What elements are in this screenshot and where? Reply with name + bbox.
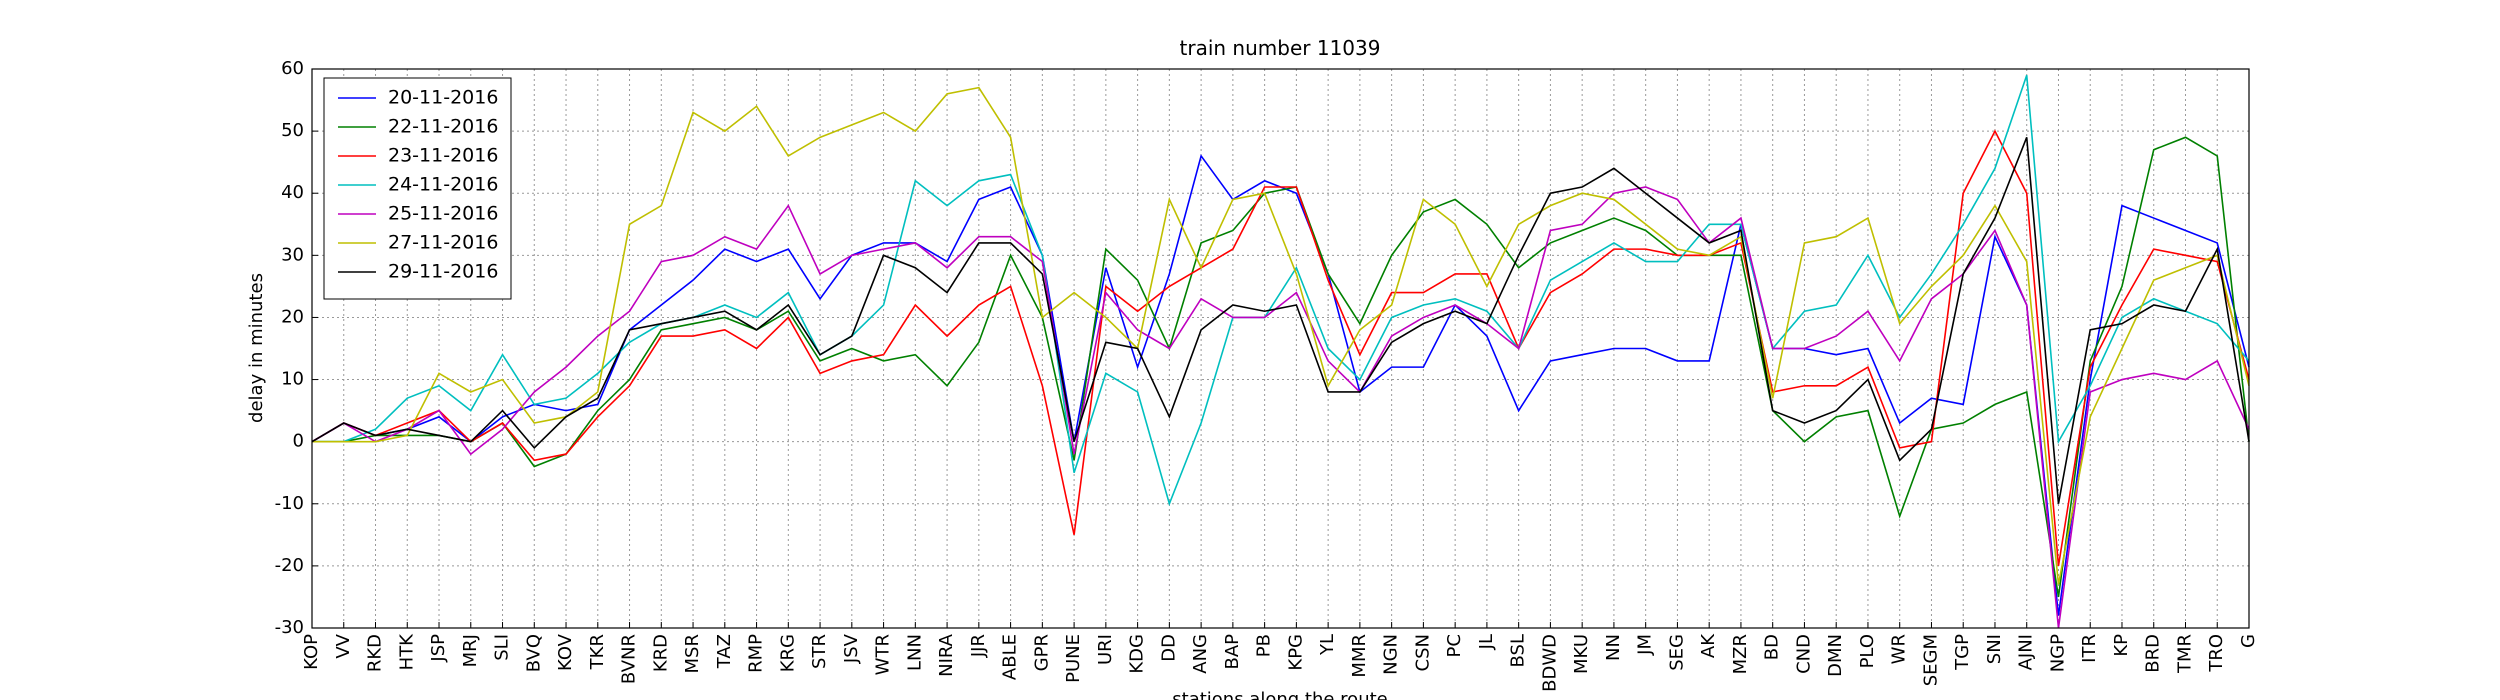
- legend-label: 29-11-2016: [388, 261, 498, 283]
- x-tick-label: DD: [1158, 634, 1179, 662]
- x-tick-label: AK: [1698, 633, 1719, 658]
- x-tick-label: MMR: [1349, 634, 1370, 678]
- series-line: [311, 186, 2250, 629]
- x-tick-label: BAP: [1222, 634, 1243, 670]
- y-axis-label: delay in minutes: [246, 273, 267, 423]
- x-tick-label: KRD: [650, 634, 671, 672]
- legend-box: [323, 77, 512, 300]
- x-tick-label: TRO: [2206, 634, 2227, 673]
- x-tick-label: SEG: [1666, 634, 1687, 671]
- legend: 20-11-2016 22-11-2016 23-11-2016 24-11-2016…: [323, 77, 512, 300]
- y-tick-label: 0: [293, 431, 304, 452]
- legend-label: 23-11-2016: [388, 145, 498, 167]
- x-tick-label: MRJ: [460, 634, 481, 667]
- x-tick-label: VV: [333, 633, 354, 658]
- x-tick-label: TMR: [2174, 634, 2195, 674]
- x-tick-label: ABLE: [1000, 634, 1021, 680]
- x-tick-label: RKD: [365, 634, 386, 672]
- x-tick-label: MSR: [682, 634, 703, 673]
- x-tick-label: STR: [809, 634, 830, 669]
- legend-label: 27-11-2016: [388, 232, 498, 254]
- y-tick-label: -10: [275, 493, 304, 514]
- series-line: [311, 137, 2250, 504]
- x-tick-label: TAZ: [714, 634, 735, 669]
- legend-label: 24-11-2016: [388, 174, 498, 196]
- x-tick-label: NGP: [2047, 634, 2068, 672]
- x-tick-label: URI: [1095, 634, 1116, 665]
- x-tick-label: JJR: [968, 634, 989, 658]
- y-tick-label: -20: [275, 555, 304, 576]
- x-tick-label: JL: [1476, 634, 1497, 650]
- x-tick-label: HTK: [396, 633, 417, 671]
- y-tick-label: 30: [281, 244, 304, 265]
- x-tick-label: NIRA: [936, 633, 957, 677]
- x-tick-label: ITR: [2079, 634, 2100, 663]
- x-tick-label: PUNE: [1063, 634, 1084, 683]
- x-tick-label: KRG: [777, 634, 798, 672]
- x-tick-label: BVQ: [523, 634, 544, 672]
- x-tick-label: LNN: [904, 634, 925, 671]
- x-tick-label: MZR: [1730, 634, 1751, 674]
- series-line: [312, 86, 2250, 585]
- x-tick-label: RMP: [746, 634, 767, 673]
- x-tick-label: PLO: [1857, 634, 1878, 668]
- x-tick-label: PC: [1444, 634, 1465, 657]
- x-axis-label: stations along the route: [1172, 689, 1387, 700]
- y-tick-label: 40: [281, 182, 304, 203]
- legend-label: 25-11-2016: [388, 203, 498, 225]
- y-tick-label: 60: [281, 58, 304, 79]
- x-tick-label: KOP: [301, 634, 322, 670]
- x-tick-label: WTR: [873, 634, 894, 675]
- x-tick-label: BD: [1762, 634, 1783, 660]
- x-tick-label: CSN: [1412, 634, 1433, 671]
- series-line: [312, 74, 2250, 507]
- x-tick-label: PB: [1254, 634, 1275, 657]
- y-tick-label: 20: [281, 306, 304, 327]
- x-tick-label: AJNI: [2016, 634, 2037, 670]
- x-tick-label: SLI: [492, 634, 513, 661]
- x-tick-label: CND: [1793, 634, 1814, 674]
- x-tick-label: KOV: [555, 633, 576, 671]
- chart-title: train number 11039: [1180, 36, 1381, 60]
- y-tick-label: 10: [281, 369, 304, 390]
- x-tick-label: G: [2238, 634, 2259, 648]
- x-tick-label: JSP: [428, 634, 449, 663]
- x-tick-label: KP: [2111, 634, 2132, 657]
- x-tick-label: KDG: [1127, 634, 1148, 674]
- x-tick-label: TGP: [1952, 634, 1973, 671]
- x-tick-label: NGN: [1381, 634, 1402, 675]
- x-tick-label: BDWD: [1539, 634, 1560, 692]
- x-tick-label: SNI: [1984, 634, 2005, 664]
- x-tick-label: BRD: [2143, 634, 2164, 673]
- x-tick-label: BVNR: [619, 634, 640, 684]
- legend-label: 22-11-2016: [388, 116, 498, 138]
- plot-frame: [311, 68, 2250, 629]
- x-tick-label: JSV: [841, 633, 862, 664]
- x-tick-label: MKU: [1571, 634, 1592, 674]
- x-tick-label: WR: [1889, 634, 1910, 664]
- x-tick-label: KPG: [1285, 634, 1306, 671]
- y-tick-label: 50: [281, 120, 304, 141]
- series-line: [311, 129, 2250, 567]
- x-tick-label: JM: [1635, 634, 1656, 656]
- x-tick-label: TKR: [587, 634, 608, 670]
- x-tick-label: NN: [1603, 634, 1624, 661]
- legend-label: 20-11-2016: [388, 87, 498, 109]
- x-tick-label: YL: [1317, 634, 1338, 656]
- x-tick-label: BSL: [1508, 634, 1529, 668]
- x-tick-label: SEGM: [1920, 634, 1941, 686]
- x-tick-label: DMN: [1825, 634, 1846, 677]
- x-tick-label: ANG: [1190, 634, 1211, 674]
- x-tick-label: GPR: [1031, 634, 1052, 671]
- series-line: [312, 136, 2250, 598]
- y-tick-label: -30: [275, 617, 304, 638]
